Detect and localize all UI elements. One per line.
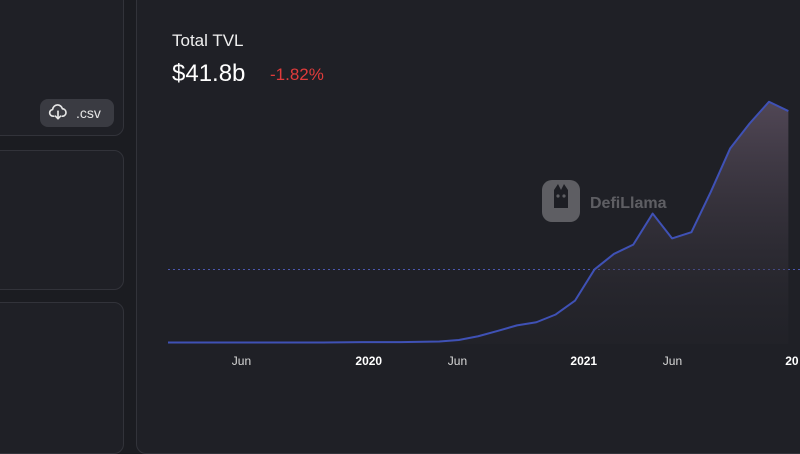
x-tick-label: 2020 xyxy=(355,354,383,368)
x-tick-label: 20 xyxy=(785,354,799,368)
chart-title: Total TVL xyxy=(172,31,244,50)
watermark-text: DefiLlama xyxy=(590,194,667,212)
x-tick-label: 2021 xyxy=(570,354,598,368)
llama-logo-icon xyxy=(540,178,582,229)
cloud-download-icon xyxy=(48,102,68,125)
x-tick-label: Jun xyxy=(662,354,683,368)
x-tick-label: Jun xyxy=(231,354,252,368)
tvl-area-fill xyxy=(168,101,789,344)
tvl-change-percent: -1.82% xyxy=(270,65,324,84)
csv-label: .csv xyxy=(76,105,101,121)
download-csv-button[interactable]: .csv xyxy=(40,99,114,127)
total-tvl-value: $41.8b xyxy=(172,60,246,87)
left-panel-bottom xyxy=(0,302,124,454)
x-tick-label: Jun xyxy=(447,354,468,368)
left-panel-middle xyxy=(0,150,124,290)
tvl-series-line xyxy=(168,100,789,344)
defillama-watermark: DefiLlama xyxy=(540,178,666,229)
chart-card xyxy=(136,0,800,454)
